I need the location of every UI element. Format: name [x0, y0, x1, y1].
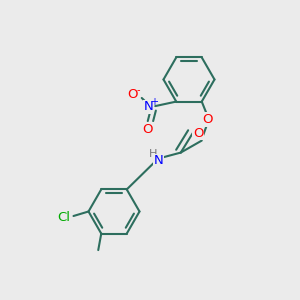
Text: Cl: Cl [57, 211, 70, 224]
Text: O: O [142, 123, 153, 136]
Text: O: O [202, 113, 213, 126]
Text: H: H [148, 149, 157, 159]
Text: N: N [143, 100, 153, 113]
Text: -: - [136, 85, 140, 95]
Text: O: O [127, 88, 138, 101]
Text: N: N [153, 154, 163, 167]
Text: O: O [193, 127, 203, 140]
Text: +: + [150, 97, 158, 107]
